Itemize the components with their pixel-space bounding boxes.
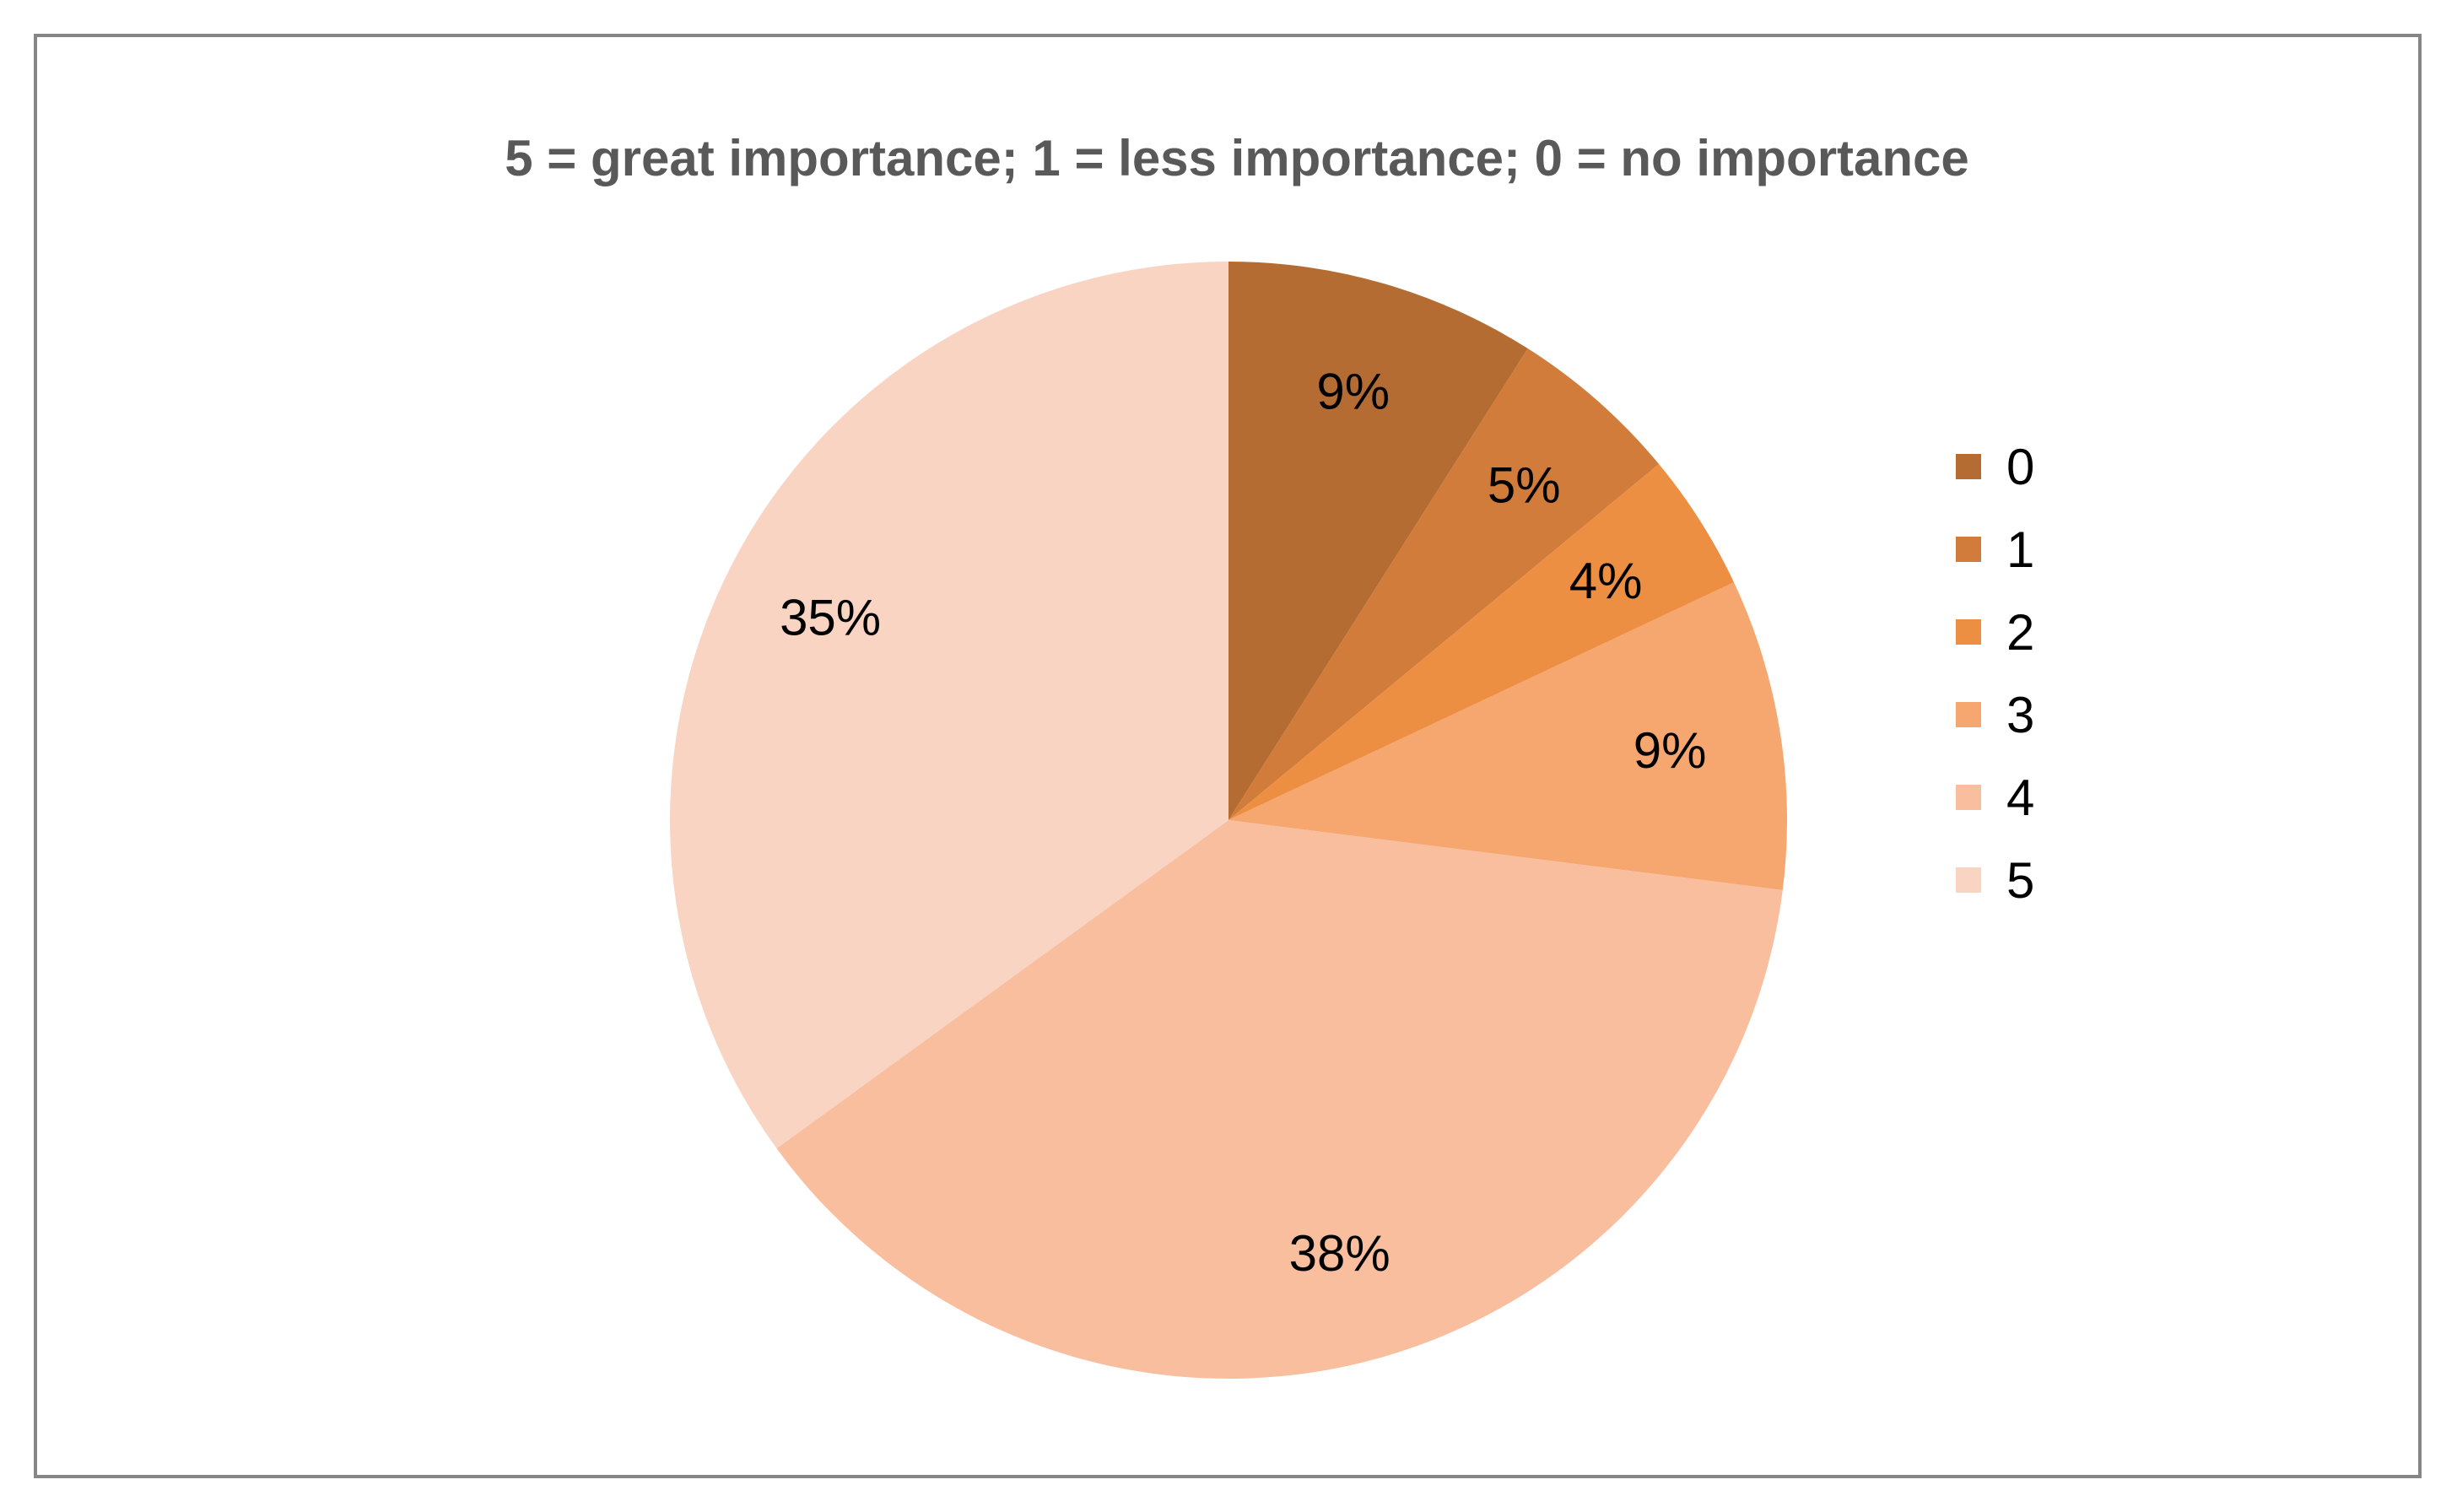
pie-slices <box>669 262 1787 1380</box>
legend-label-0: 0 <box>2006 439 2034 495</box>
legend-label-2: 2 <box>2006 604 2034 661</box>
pie-slice-0 <box>1228 262 1528 820</box>
data-label-5: 35% <box>780 590 881 646</box>
legend-swatch-4 <box>1956 785 1981 810</box>
pie-data-labels: 9% 5%4% 9% 38% 35% <box>780 363 1706 1282</box>
legend-label-3: 3 <box>2006 687 2034 743</box>
legend-swatch-3 <box>1956 702 1981 727</box>
data-label-2: 4% <box>1569 553 1643 609</box>
pie-slice-5 <box>669 262 1228 1149</box>
legend-swatch-5 <box>1956 867 1981 893</box>
data-label-1: 5% <box>1488 457 1561 514</box>
data-label-0: 9% <box>1316 363 1390 419</box>
legend-label-5: 5 <box>2006 852 2034 909</box>
data-label-3: 9% <box>1634 722 1707 779</box>
pie-slice-3 <box>1228 582 1787 890</box>
legend-swatch-0 <box>1956 454 1981 479</box>
legend-label-4: 4 <box>2006 770 2034 826</box>
legend-swatch-1 <box>1956 537 1981 562</box>
legend-swatch-2 <box>1956 619 1981 645</box>
pie-slice-1 <box>1228 348 1660 820</box>
legend-label-1: 1 <box>2006 521 2034 578</box>
pie-slice-4 <box>776 820 1783 1380</box>
pie-slice-2 <box>1228 464 1734 820</box>
chart-title: 5 = great importance; 1 = less importanc… <box>505 130 1969 186</box>
chart-legend: 0 1 2 3 4 5 <box>1956 439 2034 909</box>
data-label-4: 38% <box>1289 1225 1390 1282</box>
